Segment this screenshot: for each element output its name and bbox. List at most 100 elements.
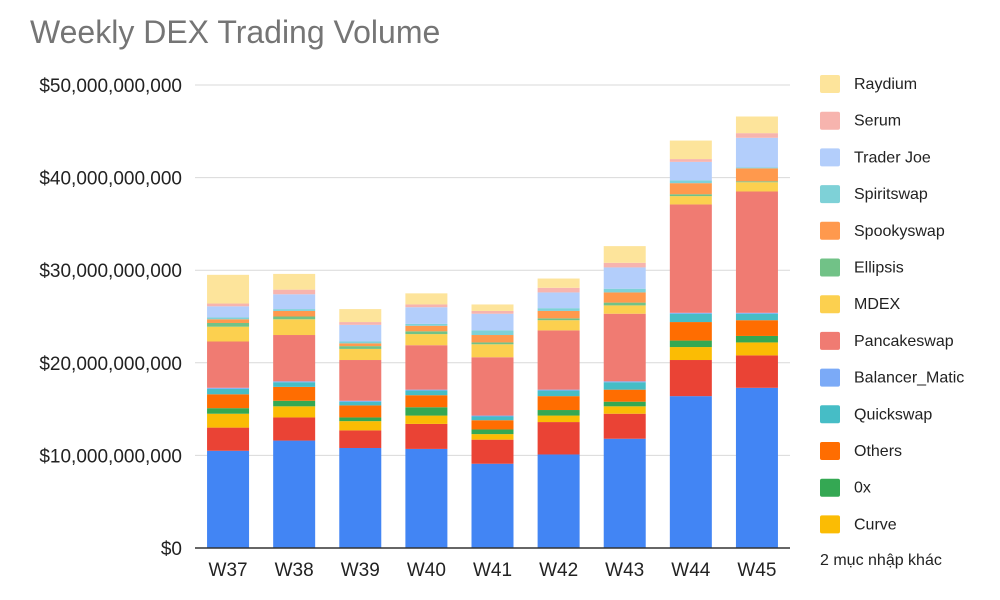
legend-label: Balancer_Matic xyxy=(854,370,964,387)
bar-segment xyxy=(603,267,646,289)
bar-segment xyxy=(273,273,316,290)
bar-segment xyxy=(405,448,448,548)
bar-segment xyxy=(339,400,382,402)
x-tick-label: W41 xyxy=(473,560,512,581)
bar-segment xyxy=(603,413,646,439)
bar-segment xyxy=(537,292,580,309)
bar-segment xyxy=(735,355,778,388)
bar-segment xyxy=(339,343,382,347)
legend-label: Raydium xyxy=(854,76,917,93)
bar-segment xyxy=(669,140,712,160)
bar-segment xyxy=(669,396,712,548)
legend-swatch xyxy=(820,148,840,167)
x-tick-label: W45 xyxy=(737,560,776,581)
legend-label: Pancakeswap xyxy=(854,333,954,350)
legend-label: Others xyxy=(854,443,902,460)
legend-label: Spiritswap xyxy=(854,186,928,203)
bar-segment xyxy=(537,410,580,416)
legend-swatch xyxy=(820,368,840,387)
bar-segment xyxy=(405,423,448,449)
x-tick-label: W38 xyxy=(275,560,314,581)
bar-segment xyxy=(405,304,448,308)
bar-segment xyxy=(603,401,646,407)
bar-segment xyxy=(735,182,778,192)
bar-segment xyxy=(273,309,316,311)
bar-segment xyxy=(537,390,580,397)
bar-segment xyxy=(273,386,316,401)
legend-swatch xyxy=(820,405,840,424)
bar-segment xyxy=(603,262,646,268)
bar-segment xyxy=(669,180,712,184)
bar-segment xyxy=(471,439,514,464)
bar-segment xyxy=(735,168,778,182)
legend-label: Quickswap xyxy=(854,406,932,423)
bar-segment xyxy=(537,454,580,548)
bar-segment xyxy=(207,408,250,414)
bar-segment xyxy=(339,360,382,401)
legend-label: Spookyswap xyxy=(854,223,945,240)
legend-swatch xyxy=(820,221,840,240)
y-tick-label: $0 xyxy=(161,539,182,560)
bar-segment xyxy=(735,181,778,183)
bar-segment xyxy=(273,440,316,548)
bar-segment xyxy=(735,335,778,343)
bar-segment xyxy=(669,161,712,181)
bar-segment xyxy=(735,313,778,321)
bar-segment xyxy=(603,288,646,293)
y-tick-label: $10,000,000,000 xyxy=(39,446,182,467)
bar-segment xyxy=(603,381,646,383)
bar-segment xyxy=(339,324,382,342)
bar-segment xyxy=(537,310,580,319)
bar-segment xyxy=(471,429,514,435)
bar-segment xyxy=(405,325,448,332)
bar-segment xyxy=(603,292,646,303)
bar-segment xyxy=(603,313,646,382)
bar-segment xyxy=(735,137,778,168)
bar-segment xyxy=(339,322,382,325)
bar-segment xyxy=(603,389,646,402)
legend-swatch xyxy=(820,258,840,277)
bar-segment xyxy=(471,463,514,548)
x-tick-label: W40 xyxy=(407,560,446,581)
bar-segment xyxy=(207,317,250,320)
bar-segment xyxy=(537,396,580,411)
bar-segment xyxy=(207,394,250,409)
x-tick-label: W42 xyxy=(539,560,578,581)
bar-segment xyxy=(339,405,382,418)
bar-segment xyxy=(537,415,580,423)
bar-segment xyxy=(537,287,580,293)
bar-segment xyxy=(207,274,250,304)
chart-title: Weekly DEX Trading Volume xyxy=(30,14,441,50)
bar-segment xyxy=(471,344,514,358)
bar-segment xyxy=(273,381,316,383)
bar-segment xyxy=(405,331,448,335)
bar-segment xyxy=(273,406,316,418)
bar-segment xyxy=(471,335,514,343)
legend-label: Trader Joe xyxy=(854,149,931,166)
bar-segment xyxy=(471,304,514,311)
bar-segment xyxy=(207,306,250,318)
bar-segment xyxy=(471,310,514,314)
legend-label: 0x xyxy=(854,480,871,497)
bar-segment xyxy=(735,320,778,336)
bar-segment xyxy=(405,389,448,391)
bar-segment xyxy=(405,407,448,416)
legend-more-entries: 2 mục nhập khác xyxy=(820,552,942,569)
bar-segment xyxy=(273,289,316,295)
bar-segment xyxy=(273,316,316,320)
legend-swatch xyxy=(820,75,840,93)
y-tick-label: $30,000,000,000 xyxy=(39,261,182,282)
bar-segment xyxy=(669,183,712,195)
bar-segment xyxy=(537,389,580,391)
bar-segment xyxy=(207,387,250,389)
legend-label: Ellipsis xyxy=(854,260,904,277)
legend-swatch xyxy=(820,515,840,534)
bar-segment xyxy=(207,413,250,428)
bar-segment xyxy=(339,401,382,406)
bar-segment xyxy=(471,434,514,440)
bar-segment xyxy=(405,334,448,346)
bar-segment xyxy=(471,342,514,345)
bar-segment xyxy=(735,133,778,138)
bar-segment xyxy=(207,326,250,342)
